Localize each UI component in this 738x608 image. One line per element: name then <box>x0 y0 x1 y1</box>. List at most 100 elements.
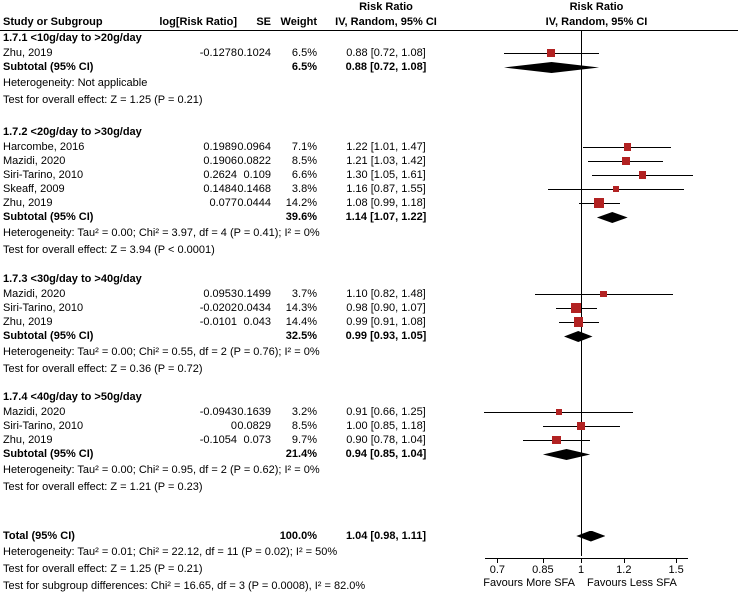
effect-marker <box>547 49 555 57</box>
axis-tick-label: 0.85 <box>532 564 554 576</box>
axis-tick <box>542 558 544 563</box>
subtotal-label: Subtotal (95% CI) <box>3 448 94 460</box>
pooled-plot-cell <box>455 210 738 225</box>
study-row: Zhu, 2019 -0.1054 0.073 9.7% 0.90 [0.78, 1.0… <box>0 433 738 447</box>
weight-value: 8.5% <box>291 420 317 432</box>
log-risk-ratio-value: -0.0202 <box>199 302 237 314</box>
ci-plot-cell <box>455 46 738 60</box>
study-name: Mazidi, 2020 <box>3 406 66 418</box>
study-name: Zhu, 2019 <box>3 197 53 209</box>
effect-marker <box>623 143 632 151</box>
log-risk-ratio-value: 0.2624 <box>203 169 237 181</box>
axis-line <box>485 558 688 559</box>
overall-effect-test: Test for overall effect: Z = 3.94 (P < 0… <box>3 244 215 256</box>
axis-tick-label: 1.2 <box>616 564 632 576</box>
effect-marker <box>621 156 630 166</box>
log-risk-ratio-value: -0.1278 <box>199 47 237 59</box>
weight-value: 14.2% <box>285 197 317 209</box>
se-value: 0.0829 <box>237 420 271 432</box>
total-label: Total (95% CI) <box>3 530 75 542</box>
effect-marker <box>571 303 582 313</box>
forest-plot-body: 1.7.1 <10g/day to >20g/day Zhu, 2019 -0.12… <box>0 31 738 544</box>
axis-tick <box>623 558 625 563</box>
log-risk-ratio-value: 0.1484 <box>203 183 237 195</box>
study-row: Mazidi, 2020 0.0953 0.1499 3.7% 1.10 [0.82, … <box>0 287 738 301</box>
study-row: Mazidi, 2020 0.1906 0.0822 8.5% 1.21 [1.03, … <box>0 154 738 168</box>
ci-plot-cell <box>455 140 738 154</box>
pooled-plot-cell <box>455 329 738 344</box>
se-value: 0.0444 <box>237 197 271 209</box>
subtotal-row: Subtotal (95% CI) 6.5% 0.88 [0.72, 1.08] <box>0 60 738 75</box>
effect-marker <box>594 198 604 208</box>
ci-text: 1.22 [1.01, 1.47] <box>346 141 426 153</box>
ci-plot-cell <box>455 168 738 182</box>
ci-plot-cell <box>455 315 738 329</box>
table-header-top: Risk Ratio Risk Ratio <box>0 0 738 14</box>
subtotal-weight: 6.5% <box>291 61 317 73</box>
effect-marker <box>555 408 562 416</box>
section-spacer <box>0 259 738 272</box>
se-value: 0.073 <box>243 434 271 446</box>
study-row: Harcombe, 2016 0.1989 0.0964 7.1% 1.22 [1.01… <box>0 140 738 154</box>
subtotal-weight: 39.6% <box>285 211 317 223</box>
heterogeneity-note: Heterogeneity: Tau² = 0.00; Chi² = 3.97,… <box>3 227 320 239</box>
overall-effect-test: Test for overall effect: Z = 0.36 (P = 0… <box>3 363 203 375</box>
pooled-plot-cell <box>455 528 738 544</box>
heterogeneity-note: Heterogeneity: Tau² = 0.00; Chi² = 0.55,… <box>3 346 320 358</box>
axis-tick-label: 0.7 <box>489 564 506 576</box>
weight-value: 6.5% <box>291 47 317 59</box>
axis-tick-label: 1.5 <box>668 564 684 576</box>
subtotal-diamond <box>596 212 628 223</box>
weight-value: 7.1% <box>291 141 317 153</box>
subtotal-ci-text: 0.99 [0.93, 1.05] <box>345 330 427 342</box>
subtotal-diamond <box>504 62 600 73</box>
ci-text: 1.08 [0.99, 1.18] <box>346 197 426 209</box>
log-risk-ratio-value: 0.1989 <box>203 141 237 153</box>
table-header: Study or Subgroup log[Risk Ratio] SE Wei… <box>0 14 738 31</box>
section-spacer <box>0 378 738 390</box>
ci-text: 0.88 [0.72, 1.08] <box>346 47 426 59</box>
log-risk-ratio-value: 0.1906 <box>203 155 237 167</box>
ci-text: 0.90 [0.78, 1.04] <box>346 434 426 446</box>
column-effect-ci: IV, Random, 95% CI <box>335 16 437 28</box>
subtotal-label: Subtotal (95% CI) <box>3 211 94 223</box>
ci-text: 0.98 [0.90, 1.07] <box>346 302 426 314</box>
heterogeneity-note: Heterogeneity: Not applicable <box>3 77 148 89</box>
pooled-plot-cell <box>455 60 738 75</box>
effect-marker <box>638 171 647 179</box>
weight-value: 14.4% <box>285 316 317 328</box>
subtotal-weight: 21.4% <box>285 448 317 460</box>
weight-value: 3.7% <box>291 288 317 300</box>
section-spacer <box>0 496 738 508</box>
ci-text: 1.16 [0.87, 1.55] <box>346 183 426 195</box>
weight-value: 6.6% <box>291 169 317 181</box>
subtotal-ci-text: 0.94 [0.85, 1.04] <box>345 448 427 460</box>
se-value: 0.1499 <box>237 288 271 300</box>
pooled-plot-cell <box>455 447 738 462</box>
study-name: Zhu, 2019 <box>3 47 53 59</box>
ci-text: 1.10 [0.82, 1.48] <box>346 288 426 300</box>
column-weight: Weight <box>280 16 317 28</box>
column-log-risk-ratio: log[Risk Ratio] <box>159 16 237 28</box>
subtotal-row: Subtotal (95% CI) 39.6% 1.14 [1.07, 1.22] <box>0 210 738 225</box>
plot-column-title: Risk Ratio <box>569 1 624 13</box>
subtotal-ci-text: 1.14 [1.07, 1.22] <box>345 211 427 223</box>
total-heterogeneity: Heterogeneity: Tau² = 0.01; Chi² = 22.12… <box>3 546 338 558</box>
subtotal-label: Subtotal (95% CI) <box>3 330 94 342</box>
se-value: 0.1024 <box>237 47 271 59</box>
effect-marker <box>600 290 607 298</box>
overall-effect-test: Test for overall effect: Z = 1.25 (P = 0… <box>3 94 203 106</box>
column-study: Study or Subgroup <box>3 16 103 28</box>
subtotal-weight: 32.5% <box>285 330 317 342</box>
effect-marker <box>573 317 584 327</box>
se-value: 0.109 <box>243 169 271 181</box>
weight-value: 9.7% <box>291 434 317 446</box>
column-plot-ci: IV, Random, 95% CI <box>545 16 648 28</box>
se-value: 0.1639 <box>237 406 271 418</box>
log-risk-ratio-value: 0.077 <box>209 197 237 209</box>
subgroup-title: 1.7.1 <10g/day to >20g/day <box>3 32 142 44</box>
study-name: Harcombe, 2016 <box>3 141 85 153</box>
ci-plot-cell <box>455 182 738 196</box>
study-name: Siri-Tarino, 2010 <box>3 302 84 314</box>
effect-column-title: Risk Ratio <box>359 1 413 13</box>
